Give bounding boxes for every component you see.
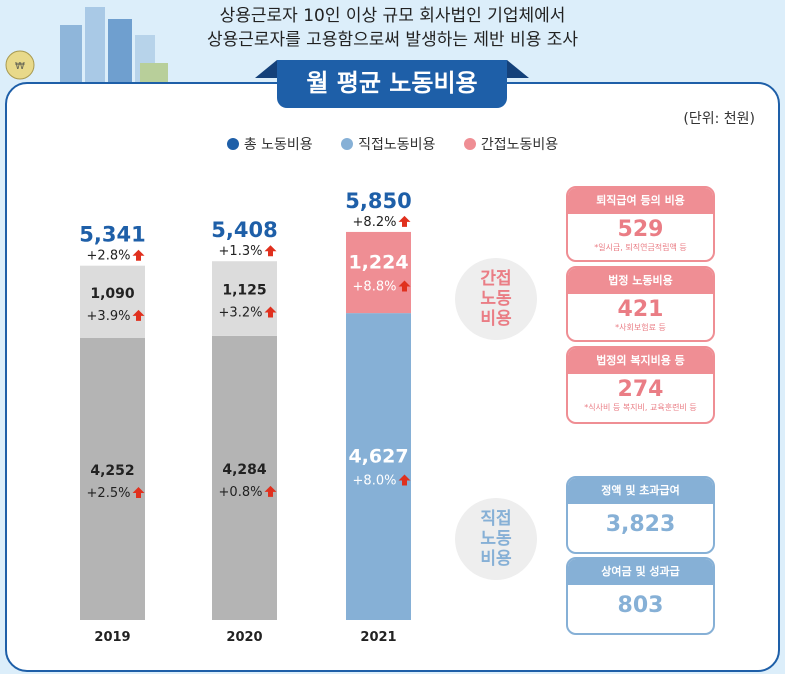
indirect-item-box: 법정 노동비용 421 *사회보험료 등 xyxy=(566,266,715,342)
bar-direct-2021 xyxy=(346,313,411,620)
box-value: 421 xyxy=(617,297,664,322)
legend-label: 총 노동비용 xyxy=(243,137,313,153)
bar-indirect-2021 xyxy=(346,231,411,314)
legend-label: 직접노동비용 xyxy=(358,137,436,153)
city-illustration: ₩ xyxy=(5,7,168,85)
change-total-2021: +8.2% xyxy=(353,215,397,230)
x-tick-2020: 2020 xyxy=(226,630,262,645)
header-line1: 상용근로자 10인 이상 규모 회사법인 기업체에서 xyxy=(219,6,566,26)
change-direct-2019: +2.5% xyxy=(87,486,131,501)
legend-label: 간접노동비용 xyxy=(480,137,559,153)
bubble-direct-label: 직접 노동 비용 xyxy=(480,509,512,569)
legend-direct: 직접노동비용 xyxy=(341,137,435,153)
box-value: 529 xyxy=(617,217,664,242)
change-indirect-2020: +3.2% xyxy=(219,306,263,321)
change-direct-2020: +0.8% xyxy=(219,485,263,500)
up-arrow-icon xyxy=(398,474,411,486)
box-label: 법정외 복지비용 등 xyxy=(568,348,713,374)
change-total-2019: +2.8% xyxy=(87,249,131,264)
label-total-2020: 5,408 xyxy=(211,218,277,242)
indirect-item-box: 퇴직급여 등의 비용 529 *일시금, 퇴직연금적립액 등 xyxy=(566,186,715,262)
box-value: 3,823 xyxy=(605,512,676,537)
up-arrow-icon xyxy=(398,215,411,227)
legend-indirect: 간접노동비용 xyxy=(463,137,559,153)
label-total-2021: 5,850 xyxy=(345,189,411,213)
box-value: 274 xyxy=(617,377,664,402)
label-total-2019: 5,341 xyxy=(79,223,145,247)
label-indirect-2020: 1,125 xyxy=(222,283,266,299)
box-label: 상여금 및 성과급 xyxy=(568,559,713,585)
label-direct-2021: 4,627 xyxy=(348,446,408,468)
up-arrow-icon xyxy=(264,306,277,318)
page-title: 월 평균 노동비용 xyxy=(255,60,529,108)
bar-direct-2020 xyxy=(212,335,277,620)
up-arrow-icon xyxy=(132,309,145,321)
box-label: 퇴직급여 등의 비용 xyxy=(568,188,713,214)
label-indirect-2019: 1,090 xyxy=(90,286,135,302)
bubble-indirect-label: 간접 노동 비용 xyxy=(480,269,512,329)
label-direct-2019: 4,252 xyxy=(90,463,134,479)
bubble-indirect: 간접 노동 비용 xyxy=(455,258,537,340)
indirect-item-box: 법정외 복지비용 등 274 *식사비 등 복지비, 교육훈련비 등 xyxy=(566,346,715,424)
up-arrow-icon xyxy=(132,249,145,261)
box-note: *식사비 등 복지비, 교육훈련비 등 xyxy=(584,403,697,412)
bar-direct-2019 xyxy=(80,337,145,620)
legend-dot xyxy=(341,138,354,150)
bubble-direct: 직접 노동 비용 xyxy=(455,498,537,580)
x-tick-2019: 2019 xyxy=(94,630,130,645)
svg-text:₩: ₩ xyxy=(15,61,25,72)
unit-label: (단위: 천원) xyxy=(683,111,755,127)
box-label: 정액 및 초과급여 xyxy=(568,478,713,504)
label-indirect-2021: 1,224 xyxy=(348,252,408,274)
legend-total: 총 노동비용 xyxy=(226,137,313,153)
legend-dot xyxy=(463,138,476,150)
box-note: *일시금, 퇴직연금적립액 등 xyxy=(594,243,687,252)
up-arrow-icon xyxy=(398,280,411,292)
box-label: 법정 노동비용 xyxy=(568,268,713,294)
legend-dot xyxy=(226,138,239,150)
change-total-2020: +1.3% xyxy=(219,244,263,259)
up-arrow-icon xyxy=(264,485,277,497)
x-tick-2021: 2021 xyxy=(360,630,396,645)
direct-item-box: 상여금 및 성과급 803 xyxy=(566,557,715,635)
direct-item-box: 정액 및 초과급여 3,823 xyxy=(566,476,715,554)
box-note: *사회보험료 등 xyxy=(615,323,666,332)
up-arrow-icon xyxy=(264,245,277,257)
change-indirect-2019: +3.9% xyxy=(87,309,131,324)
header-line2: 상용근로자를 고용함으로써 발생하는 제반 비용 조사 xyxy=(206,30,579,50)
bar-indirect-2020 xyxy=(212,261,277,336)
bar-indirect-2019 xyxy=(80,265,145,338)
change-direct-2021: +8.0% xyxy=(353,474,397,489)
legend: 총 노동비용 직접노동비용 간접노동비용 xyxy=(0,134,785,154)
box-value: 803 xyxy=(617,593,664,618)
label-direct-2020: 4,284 xyxy=(222,462,267,478)
change-indirect-2021: +8.8% xyxy=(353,280,397,295)
up-arrow-icon xyxy=(132,486,145,498)
